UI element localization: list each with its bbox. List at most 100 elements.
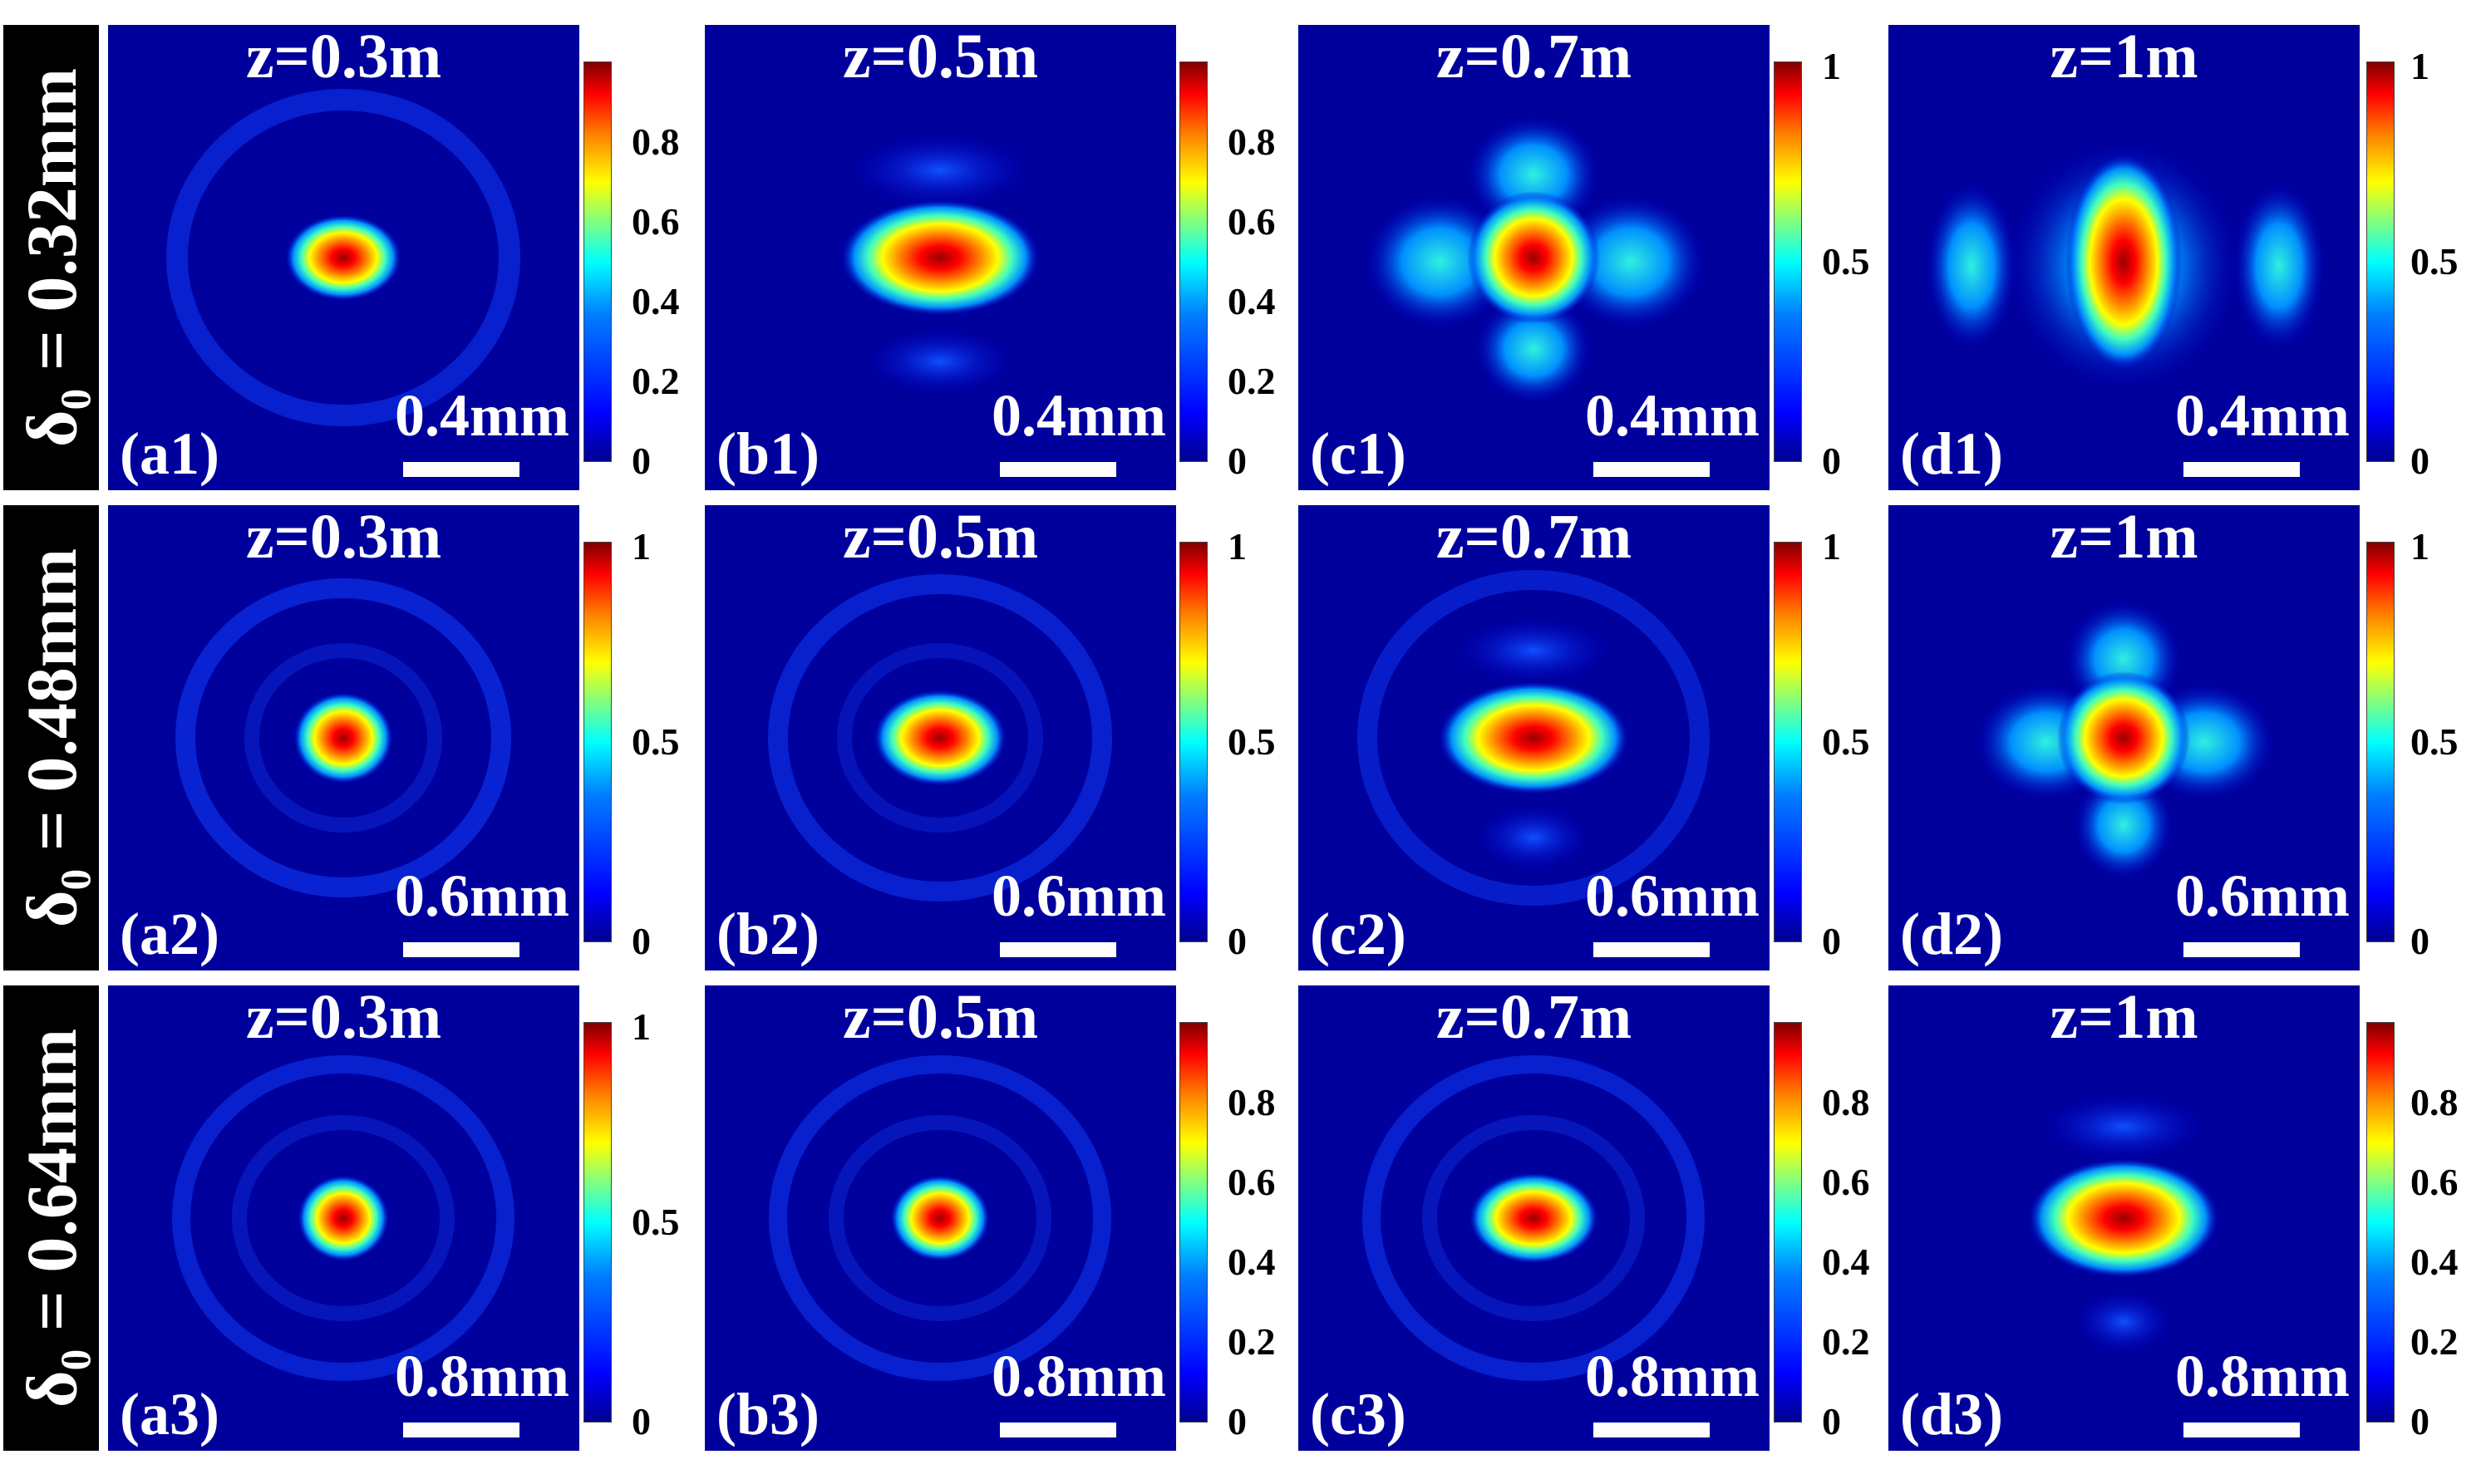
- tick: 0.5: [1228, 720, 1276, 763]
- scale-label: 0.4mm: [1585, 382, 1760, 449]
- colorbar-d1: [2366, 61, 2395, 462]
- tick: 0.5: [1822, 240, 1870, 283]
- z-title: z=0.7m: [1435, 25, 1632, 91]
- panel-label: (a3): [120, 1381, 219, 1447]
- tick: 0.2: [1822, 1320, 1870, 1363]
- colorbar-d3: [2366, 1022, 2395, 1423]
- beam-pattern: [840, 133, 1040, 395]
- panel-c3: z=0.7m (c3) 0.8mm: [1298, 985, 1770, 1451]
- panel-label: (a1): [120, 420, 219, 487]
- z-title: z=1m: [2050, 25, 2198, 91]
- tick: 0: [1822, 1400, 1841, 1442]
- panel-label: (c3): [1310, 1381, 1406, 1447]
- tick: 0.2: [632, 360, 680, 402]
- row-label-2: δ₀ = 0.48mm: [3, 505, 99, 970]
- colorbar-b2: [1179, 542, 1208, 942]
- tick: 0: [1228, 440, 1247, 482]
- scale-bar: [2183, 462, 2300, 477]
- colorbar-c3: [1774, 1022, 1802, 1423]
- panel-d1: z=1m (d1) 0.4mm: [1888, 25, 2360, 490]
- panel-label: (d2): [1900, 901, 2003, 967]
- tick: 1: [632, 525, 651, 568]
- scale-label: 0.4mm: [395, 382, 569, 449]
- tick: 0.4: [2410, 1241, 2459, 1283]
- panel-c1: z=0.7m (c1) 0.4mm: [1298, 25, 1770, 490]
- scale-bar: [1000, 942, 1116, 957]
- scale-label: 0.4mm: [992, 382, 1166, 449]
- row-label-1: δ₀ = 0.32mm: [3, 25, 99, 490]
- scale-label: 0.8mm: [1585, 1343, 1760, 1409]
- tick: 0: [632, 440, 651, 482]
- z-title: z=0.3m: [245, 985, 442, 1052]
- scale-label: 0.6mm: [2175, 862, 2350, 929]
- scale-label: 0.8mm: [992, 1343, 1166, 1409]
- tick: 0: [1228, 1400, 1247, 1442]
- tick: 0.4: [1228, 280, 1276, 322]
- tick: 0.5: [2410, 720, 2459, 763]
- beam-pattern: [768, 574, 1112, 902]
- tick: 1: [1822, 525, 1841, 568]
- tick: 0: [2410, 920, 2429, 962]
- beam-pattern: [769, 1055, 1111, 1381]
- z-title: z=1m: [2050, 505, 2198, 572]
- tick: 1: [632, 1005, 651, 1048]
- tick: 0: [1822, 920, 1841, 962]
- beam-pattern: [1365, 116, 1706, 403]
- scale-bar: [403, 942, 519, 957]
- panel-label: (b2): [716, 901, 820, 967]
- colorbar-a3: [583, 1022, 612, 1423]
- panel-c2: z=0.7m (c2) 0.6mm: [1298, 505, 1770, 970]
- tick: 0: [632, 920, 651, 962]
- tick: 0.6: [1228, 1161, 1276, 1203]
- tick: 0.5: [632, 1201, 680, 1243]
- panel-label: (b3): [716, 1381, 820, 1447]
- scale-bar: [1000, 462, 1116, 477]
- tick: 0.2: [2410, 1320, 2459, 1363]
- tick: 0.5: [2410, 240, 2459, 283]
- z-title: z=0.3m: [245, 505, 442, 572]
- scale-bar: [2183, 942, 2300, 957]
- tick: 0.8: [1228, 1081, 1276, 1123]
- scale-bar: [1593, 1423, 1710, 1437]
- colorbar-c2: [1774, 542, 1802, 942]
- z-title: z=0.5m: [842, 25, 1039, 91]
- panel-b2: z=0.5m (b2) 0.6mm: [705, 505, 1176, 970]
- panel-b3: z=0.5m (b3) 0.8mm: [705, 985, 1176, 1451]
- row-label-3: δ₀ = 0.64mm: [3, 985, 99, 1451]
- scale-bar: [403, 462, 519, 477]
- tick: 0: [1822, 440, 1841, 482]
- beam-pattern: [172, 1055, 514, 1381]
- scale-bar: [403, 1423, 519, 1437]
- panel-label: (c2): [1310, 901, 1406, 967]
- tick: 0.2: [1228, 1320, 1276, 1363]
- panel-label: (b1): [716, 420, 820, 487]
- tick: 0.4: [1228, 1241, 1276, 1283]
- beam-pattern: [1357, 570, 1710, 906]
- beam-pattern: [175, 578, 511, 897]
- scale-label: 0.8mm: [395, 1343, 569, 1409]
- scale-label: 0.6mm: [395, 862, 569, 929]
- scale-label: 0.4mm: [2175, 382, 2350, 449]
- tick: 1: [2410, 525, 2429, 568]
- panel-a2: z=0.3m (a2) 0.6mm: [108, 505, 579, 970]
- scale-bar: [1000, 1423, 1116, 1437]
- tick: 0.4: [1822, 1241, 1870, 1283]
- beam-pattern: [2028, 1093, 2219, 1354]
- panel-d3: z=1m (d3) 0.8mm: [1888, 985, 2360, 1451]
- scale-bar: [1593, 462, 1710, 477]
- tick: 0.6: [632, 200, 680, 243]
- tick: 0.8: [1822, 1081, 1870, 1123]
- tick: 0.8: [1228, 120, 1276, 163]
- tick: 0: [2410, 440, 2429, 482]
- tick: 0.5: [632, 720, 680, 763]
- panel-a1: z=0.3m (a1) 0.4mm: [108, 25, 579, 490]
- tick: 0.8: [632, 120, 680, 163]
- panel-label: (d3): [1900, 1381, 2003, 1447]
- tick: 1: [1822, 45, 1841, 87]
- colorbar-b1: [1179, 61, 1208, 462]
- tick: 0.6: [2410, 1161, 2459, 1203]
- panel-label: (a2): [120, 901, 219, 967]
- colorbar-a1: [583, 61, 612, 462]
- tick: 1: [1228, 525, 1247, 568]
- tick: 0: [1228, 920, 1247, 962]
